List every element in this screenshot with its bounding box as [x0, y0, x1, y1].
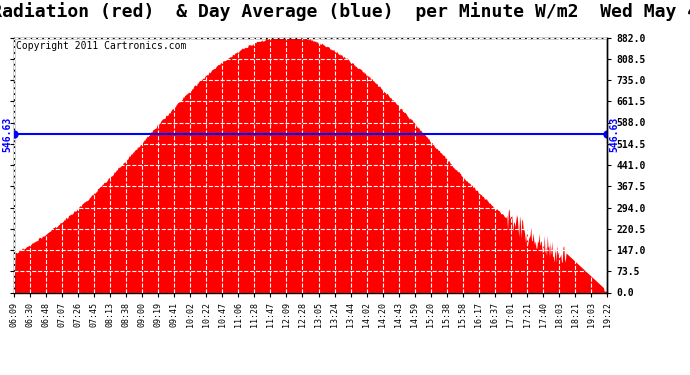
Text: Solar Radiation (red)  & Day Average (blue)  per Minute W/m2  Wed May 4 19:31: Solar Radiation (red) & Day Average (blu…: [0, 2, 690, 21]
Text: Copyright 2011 Cartronics.com: Copyright 2011 Cartronics.com: [16, 41, 186, 51]
Text: 546.63: 546.63: [2, 117, 12, 152]
Text: 546.63: 546.63: [609, 117, 619, 152]
